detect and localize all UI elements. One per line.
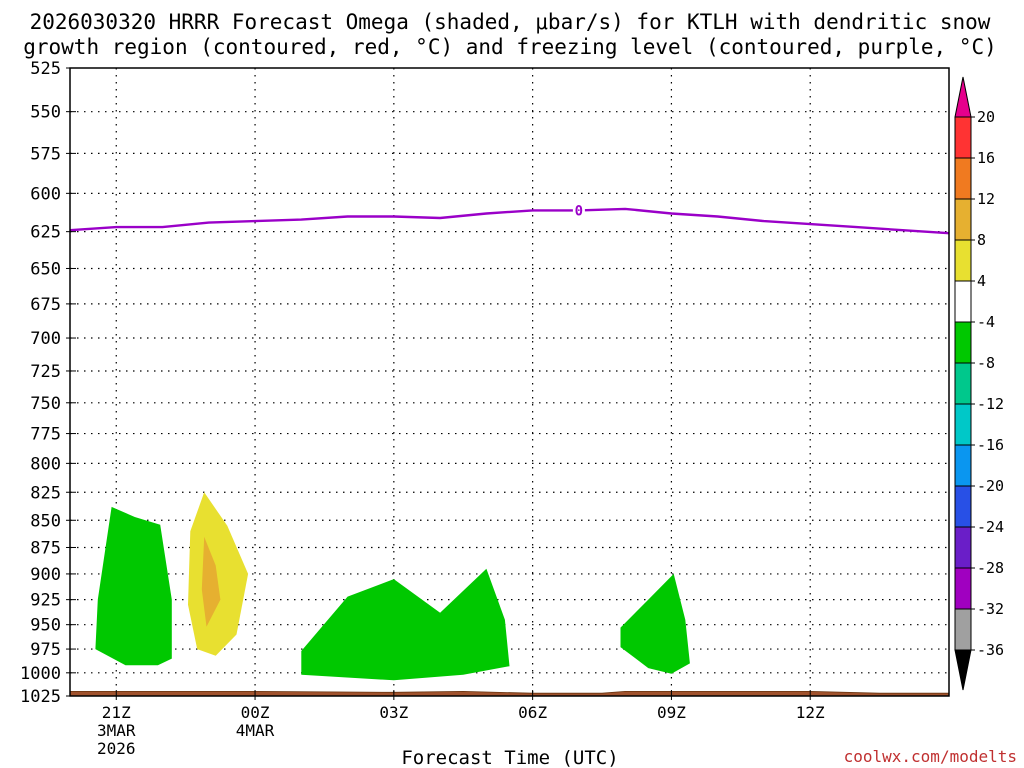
y-tick-label: 625 — [30, 223, 61, 243]
colorbar-label: -20 — [977, 477, 1004, 495]
colorbar-bottom-arrow — [954, 649, 972, 691]
colorbar-label: -32 — [977, 600, 1004, 618]
omega-region — [301, 568, 510, 681]
x-tick-label: 00Z — [241, 703, 270, 722]
colorbar-label: -16 — [977, 436, 1004, 454]
y-tick-label: 650 — [30, 259, 61, 279]
colorbar-segment — [954, 567, 972, 610]
colorbar-segment — [954, 485, 972, 528]
y-tick-label: 600 — [30, 184, 61, 204]
colorbar-label: 12 — [977, 190, 995, 208]
y-tick-label: 825 — [30, 483, 61, 503]
x-tick-label: 3MAR — [97, 721, 136, 740]
x-tick-label: 12Z — [796, 703, 825, 722]
credit-link[interactable]: coolwx.com/modelts — [844, 747, 1017, 766]
freezing-level-layer: 0 — [70, 202, 949, 235]
colorbar-label: -4 — [977, 313, 995, 331]
colorbar: 20 16 12 8 4 -4 -8 -12 -16 -20 -24 -28 -32 -36 — [954, 76, 1004, 691]
y-tick-label: 800 — [30, 454, 61, 474]
x-tick-label: 2026 — [97, 739, 136, 758]
y-tick-label: 975 — [30, 640, 61, 660]
colorbar-segment — [954, 157, 972, 200]
x-tick-label: 4MAR — [236, 721, 275, 740]
colorbar-segment — [954, 403, 972, 446]
colorbar-segment — [954, 608, 972, 651]
colorbar-label: 4 — [977, 272, 986, 290]
colorbar-label: 16 — [977, 149, 995, 167]
y-tick-label: 850 — [30, 511, 61, 531]
y-tick-label: 1000 — [20, 664, 61, 684]
y-axis: 525 550 575 600 625 650 675 700 725 750 775 800 825 8… — [20, 59, 76, 707]
omega-field — [70, 492, 949, 696]
colorbar-segment — [954, 526, 972, 569]
y-tick-label: 525 — [30, 59, 61, 79]
x-tick-label: 03Z — [379, 703, 408, 722]
colorbar-segment — [954, 116, 972, 159]
colorbar-label: -12 — [977, 395, 1004, 413]
colorbar-label: 20 — [977, 108, 995, 126]
chart-title-line-1: 2026030320 HRRR Forecast Omega (shaded, … — [30, 10, 991, 34]
x-tick-label: 21Z — [102, 703, 131, 722]
colorbar-top-arrow — [954, 76, 972, 118]
y-tick-label: 725 — [30, 362, 61, 382]
omega-region — [620, 573, 690, 674]
y-tick-label: 1025 — [20, 687, 61, 707]
freezing-level-label: 0 — [575, 203, 583, 219]
y-tick-label: 550 — [30, 103, 61, 123]
omega-region — [188, 492, 249, 656]
colorbar-label: -24 — [977, 518, 1004, 536]
y-tick-label: 700 — [30, 329, 61, 349]
colorbar-segment — [954, 239, 972, 282]
y-tick-label: 750 — [30, 394, 61, 414]
y-tick-label: 775 — [30, 425, 61, 445]
y-tick-label: 675 — [30, 295, 61, 315]
y-tick-label: 900 — [30, 565, 61, 585]
x-tick-label: 06Z — [518, 703, 547, 722]
x-tick-label: 09Z — [657, 703, 686, 722]
colorbar-label: 8 — [977, 231, 986, 249]
colorbar-segment — [954, 321, 972, 364]
colorbar-segment — [954, 444, 972, 487]
freezing-level-label-bg — [572, 202, 585, 219]
colorbar-segment — [954, 362, 972, 405]
plot-frame — [69, 67, 950, 697]
colorbar-segment — [954, 280, 972, 323]
x-axis-label: Forecast Time (UTC) — [401, 747, 618, 768]
colorbar-label: -8 — [977, 354, 995, 372]
colorbar-label: -28 — [977, 559, 1004, 577]
freezing-level-line — [70, 207, 949, 235]
colorbar-segment — [954, 198, 972, 241]
y-tick-label: 875 — [30, 538, 61, 558]
colorbar-label: -36 — [977, 641, 1004, 659]
y-tick-label: 925 — [30, 591, 61, 611]
chart-title-line-2: growth region (contoured, red, °C) and f… — [23, 35, 997, 59]
omega-region — [95, 506, 172, 666]
omega-region — [201, 536, 221, 627]
y-tick-label: 575 — [30, 144, 61, 164]
y-tick-label: 950 — [30, 616, 61, 636]
